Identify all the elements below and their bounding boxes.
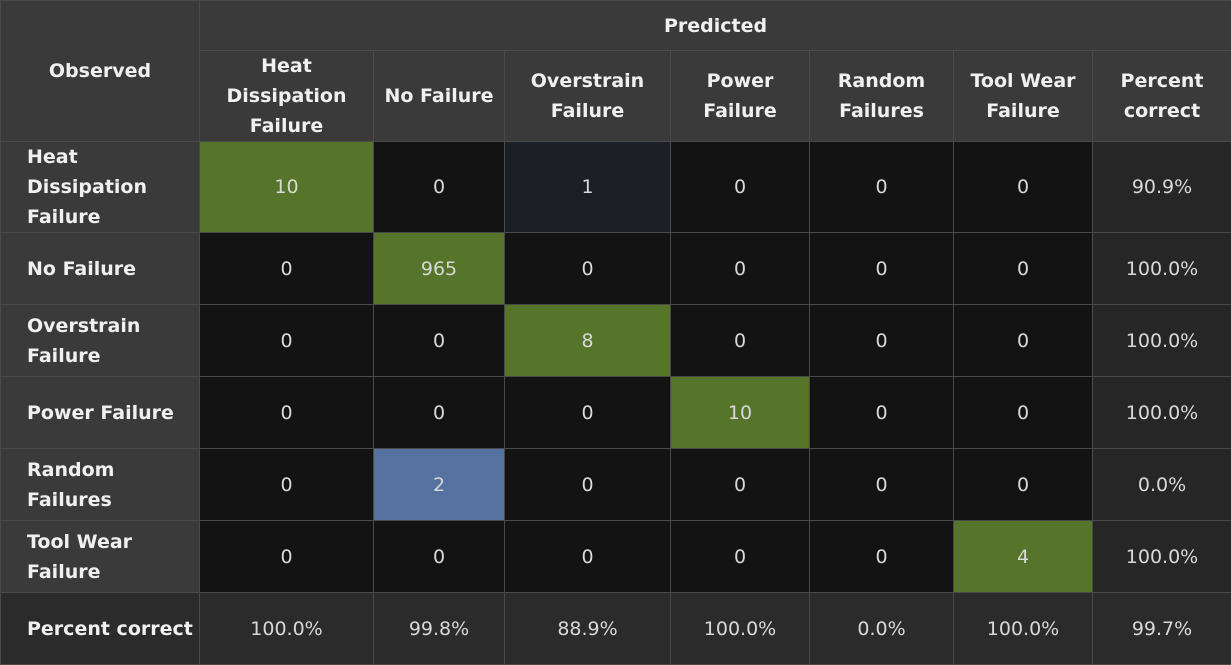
matrix-cell: 0: [954, 233, 1093, 305]
matrix-cell: 8: [505, 305, 671, 377]
matrix-cell: 0: [810, 521, 954, 593]
column-percent-correct: 100.0%: [200, 593, 374, 665]
row-header-tool-wear-failure: Tool Wear Failure: [1, 521, 200, 593]
matrix-cell: 0: [810, 233, 954, 305]
row-header-power-failure: Power Failure: [1, 377, 200, 449]
matrix-cell: 0: [200, 449, 374, 521]
column-header-no-failure: No Failure: [374, 51, 505, 142]
matrix-cell: 0: [505, 521, 671, 593]
matrix-cell: 0: [374, 521, 505, 593]
column-percent-correct: 88.9%: [505, 593, 671, 665]
column-percent-correct: 100.0%: [954, 593, 1093, 665]
matrix-cell: 0: [810, 142, 954, 233]
row-percent-correct: 100.0%: [1093, 305, 1231, 377]
column-percent-correct: 99.8%: [374, 593, 505, 665]
matrix-cell: 0: [671, 233, 810, 305]
predicted-header: Predicted: [200, 1, 1231, 51]
matrix-cell: 4: [954, 521, 1093, 593]
matrix-cell: 0: [505, 233, 671, 305]
column-header-heat-dissipation-failure: Heat Dissipation Failure: [200, 51, 374, 142]
column-header-power-failure: Power Failure: [671, 51, 810, 142]
matrix-cell: 0: [954, 142, 1093, 233]
matrix-cell: 2: [374, 449, 505, 521]
matrix-cell: 0: [200, 233, 374, 305]
row-percent-correct: 90.9%: [1093, 142, 1231, 233]
row-percent-correct: 100.0%: [1093, 521, 1231, 593]
matrix-cell: 0: [671, 142, 810, 233]
row-percent-correct: 100.0%: [1093, 377, 1231, 449]
row-percent-correct: 100.0%: [1093, 233, 1231, 305]
column-header-tool-wear-failure: Tool Wear Failure: [954, 51, 1093, 142]
matrix-cell: 0: [200, 305, 374, 377]
matrix-cell: 0: [954, 449, 1093, 521]
column-header-overstrain-failure: Overstrain Failure: [505, 51, 671, 142]
matrix-cell: 965: [374, 233, 505, 305]
column-percent-correct: 99.7%: [1093, 593, 1231, 665]
column-header-percent-correct: Percent correct: [1093, 51, 1231, 142]
matrix-cell: 10: [200, 142, 374, 233]
column-percent-correct: 100.0%: [671, 593, 810, 665]
column-header-random-failures: Random Failures: [810, 51, 954, 142]
column-percent-correct: 0.0%: [810, 593, 954, 665]
matrix-cell: 0: [671, 305, 810, 377]
matrix-cell: 0: [505, 449, 671, 521]
matrix-cell: 0: [671, 449, 810, 521]
matrix-cell: 0: [954, 305, 1093, 377]
row-header-random-failures: Random Failures: [1, 449, 200, 521]
matrix-cell: 0: [954, 377, 1093, 449]
matrix-cell: 0: [200, 521, 374, 593]
row-header-overstrain-failure: Overstrain Failure: [1, 305, 200, 377]
matrix-cell: 0: [200, 377, 374, 449]
row-header-no-failure: No Failure: [1, 233, 200, 305]
matrix-cell: 1: [505, 142, 671, 233]
matrix-cell: 0: [374, 142, 505, 233]
observed-header: Observed: [1, 1, 200, 142]
matrix-cell: 0: [374, 377, 505, 449]
row-header-heat-dissipation-failure: Heat Dissipation Failure: [1, 142, 200, 233]
matrix-cell: 0: [671, 521, 810, 593]
matrix-cell: 0: [810, 449, 954, 521]
matrix-cell: 0: [505, 377, 671, 449]
row-percent-correct: 0.0%: [1093, 449, 1231, 521]
matrix-cell: 10: [671, 377, 810, 449]
footer-label: Percent correct: [1, 593, 200, 665]
matrix-cell: 0: [810, 305, 954, 377]
matrix-cell: 0: [374, 305, 505, 377]
matrix-cell: 0: [810, 377, 954, 449]
